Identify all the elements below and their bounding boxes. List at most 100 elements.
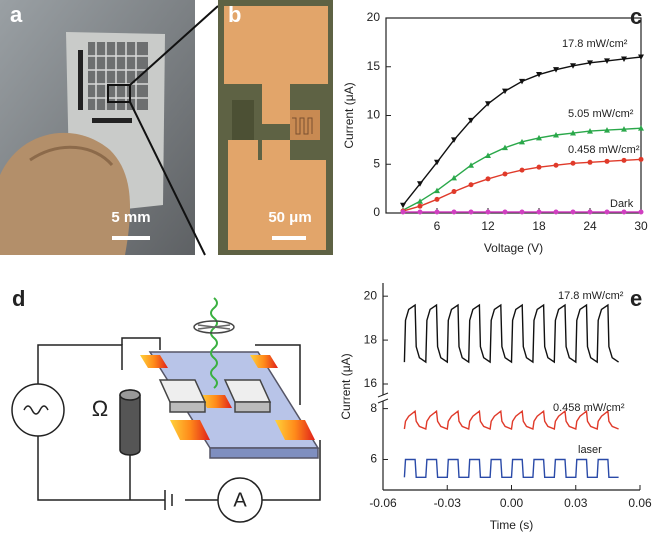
data-point: [536, 209, 542, 215]
data-point: [553, 132, 559, 138]
x-tick-label: 6: [434, 219, 441, 233]
data-point: [604, 158, 610, 164]
y-tick-label: 20: [364, 288, 378, 302]
data-point: [502, 171, 508, 177]
data-point: [621, 209, 627, 215]
series-label: 0.458 mW/cm²: [568, 144, 640, 156]
data-point: [417, 209, 423, 215]
axis-break: [377, 392, 389, 404]
data-point: [468, 209, 474, 215]
data-point: [485, 209, 491, 215]
x-tick-label: 12: [481, 219, 495, 233]
data-point: [638, 125, 644, 131]
series-label: laser: [578, 444, 602, 456]
data-point: [451, 137, 457, 143]
y-axis-title: Current (μA): [342, 82, 356, 148]
series-line: [403, 409, 619, 430]
x-tick-label: 18: [532, 219, 546, 233]
x-tick-label: 0.00: [500, 496, 524, 510]
x-tick-label: -0.06: [369, 496, 397, 510]
data-point: [434, 159, 440, 166]
x-tick-label: 30: [634, 219, 648, 233]
data-point: [417, 181, 423, 187]
y-tick-label: 8: [370, 401, 377, 415]
data-point: [587, 128, 593, 134]
data-point: [621, 126, 627, 132]
data-point: [468, 117, 474, 124]
panel-letter: b: [228, 2, 241, 27]
data-point: [400, 202, 406, 209]
data-point: [502, 144, 508, 151]
resistor-symbol: Ω: [92, 396, 108, 421]
data-point: [400, 209, 406, 215]
data-point: [604, 127, 610, 133]
y-tick-label: 5: [373, 156, 380, 170]
data-point: [468, 182, 474, 188]
series-label: 5.05 mW/cm²: [568, 108, 634, 120]
data-point: [485, 152, 491, 158]
data-point: [502, 209, 508, 215]
panel-letter: d: [12, 286, 25, 311]
y-tick-label: 10: [367, 108, 381, 122]
data-point: [570, 63, 576, 69]
data-point: [451, 189, 457, 195]
y-tick-label: 16: [364, 376, 378, 390]
data-point: [519, 78, 525, 85]
photo-b: [218, 0, 333, 255]
panel-letter: c: [630, 4, 642, 29]
series-label: 17.8 mW/cm²: [562, 38, 628, 50]
data-point: [451, 174, 457, 181]
y-tick-label: 20: [367, 10, 381, 24]
data-point: [536, 164, 542, 170]
data-point: [587, 159, 593, 165]
x-tick-label: 0.06: [628, 496, 652, 510]
series-line: [402, 158, 642, 212]
data-point: [434, 196, 440, 202]
series-line: [403, 303, 619, 364]
data-point: [570, 130, 576, 136]
data-point: [553, 209, 559, 215]
data-point: [553, 67, 559, 73]
data-point: [604, 209, 610, 215]
data-point: [587, 60, 593, 66]
data-point: [638, 156, 644, 162]
data-point: [604, 58, 610, 64]
x-tick-label: 24: [583, 219, 597, 233]
photo-a: [0, 0, 219, 256]
data-point: [434, 209, 440, 215]
data-point: [536, 72, 542, 78]
series-label: 0.458 mW/cm²: [553, 402, 625, 414]
data-point: [570, 209, 576, 215]
panel-letter: e: [630, 286, 642, 311]
data-point: [638, 209, 644, 215]
scale-bar-label: 5 mm: [111, 209, 150, 226]
data-point: [570, 160, 576, 166]
x-tick-label: -0.03: [434, 496, 462, 510]
device-diagram: [11, 297, 321, 523]
data-point: [638, 54, 644, 60]
data-point: [485, 101, 491, 107]
data-point: [468, 162, 474, 168]
x-axis-title: Voltage (V): [484, 241, 543, 255]
y-axis-title: Current (μA): [339, 353, 353, 419]
data-point: [519, 138, 525, 145]
y-tick-label: 15: [367, 59, 381, 73]
panel-letter: a: [10, 2, 23, 27]
data-point: [519, 167, 525, 173]
x-tick-label: 0.03: [564, 496, 588, 510]
data-point: [553, 162, 559, 168]
data-point: [417, 203, 423, 209]
data-point: [536, 134, 542, 141]
data-point: [621, 56, 627, 62]
series-line: [403, 458, 619, 478]
x-axis-title: Time (s): [490, 518, 534, 532]
data-point: [621, 157, 627, 163]
y-tick-label: 0: [373, 205, 380, 219]
y-tick-label: 6: [370, 452, 377, 466]
scale-bar-label: 50 μm: [268, 209, 311, 226]
y-tick-label: 18: [364, 332, 378, 346]
data-point: [451, 209, 457, 215]
data-point: [587, 209, 593, 215]
